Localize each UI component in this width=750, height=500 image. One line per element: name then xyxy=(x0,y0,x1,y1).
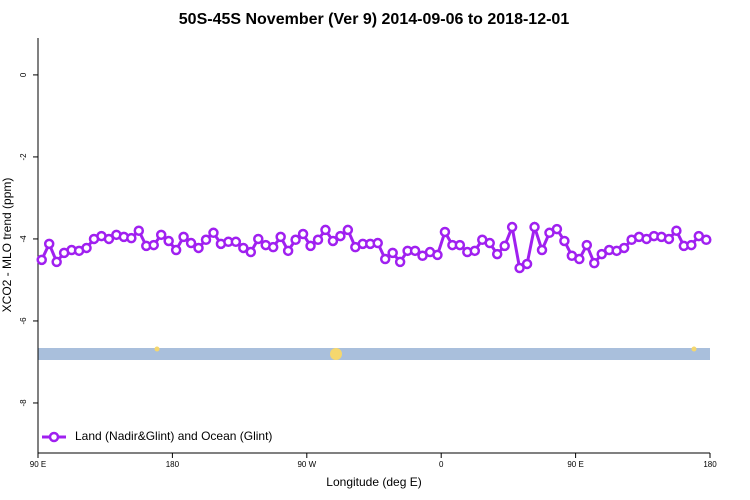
data-point xyxy=(372,237,383,249)
data-point xyxy=(275,231,286,243)
data-point xyxy=(701,234,712,246)
legend-marker xyxy=(48,431,60,443)
data-point xyxy=(36,254,47,266)
data-point xyxy=(163,235,174,247)
data-point xyxy=(282,245,294,257)
glint-dot xyxy=(330,348,342,360)
data-point xyxy=(178,231,189,243)
data-point xyxy=(320,224,331,236)
data-point xyxy=(529,221,540,233)
data-point xyxy=(574,253,585,265)
data-point xyxy=(663,233,675,245)
data-point xyxy=(155,229,167,241)
data-point xyxy=(671,225,682,236)
data-point xyxy=(193,242,204,254)
x-tick-label: 180 xyxy=(703,460,717,469)
data-point xyxy=(185,237,197,249)
data-point xyxy=(103,233,115,245)
data-point xyxy=(686,239,697,251)
x-tick-label: 0 xyxy=(439,460,444,469)
data-point xyxy=(342,224,354,236)
chart-title: 50S-45S November (Ver 9) 2014-09-06 to 2… xyxy=(179,11,570,28)
plot-area xyxy=(36,221,712,274)
y-tick-label: -8 xyxy=(19,399,28,407)
glint-dot xyxy=(691,346,697,352)
data-point xyxy=(208,227,219,239)
data-point xyxy=(581,239,593,251)
y-tick-label: -2 xyxy=(19,153,28,161)
data-point xyxy=(514,262,525,274)
data-point xyxy=(536,244,548,256)
data-point xyxy=(551,223,563,235)
data-point xyxy=(133,225,145,236)
legend-label: Land (Nadir&Glint) and Ocean (Glint) xyxy=(75,429,272,443)
data-point xyxy=(521,258,533,270)
data-point xyxy=(245,246,257,258)
y-axis-label: XCO2 - MLO trend (ppm) xyxy=(0,178,14,313)
ocean-band xyxy=(38,348,710,360)
data-point xyxy=(305,240,316,252)
data-point xyxy=(51,256,62,268)
y-tick-label: -4 xyxy=(19,235,28,243)
data-point xyxy=(387,247,398,259)
data-point xyxy=(297,228,309,240)
data-point xyxy=(469,245,481,257)
data-point xyxy=(267,241,279,253)
data-point xyxy=(148,239,159,251)
data-point xyxy=(253,233,264,245)
data-point xyxy=(394,256,406,268)
y-tick-label: -6 xyxy=(19,317,28,325)
data-point xyxy=(290,234,301,246)
data-point xyxy=(43,238,55,250)
x-tick-label: 180 xyxy=(166,460,180,469)
data-point xyxy=(327,235,339,247)
glint-dot xyxy=(154,346,160,352)
data-point xyxy=(596,248,607,260)
data-point xyxy=(484,237,495,249)
data-point xyxy=(618,242,630,254)
x-tick-label: 90 W xyxy=(297,460,316,469)
data-point xyxy=(200,234,212,246)
data-point xyxy=(559,235,570,247)
data-point xyxy=(506,221,518,233)
data-point xyxy=(454,239,466,251)
data-point xyxy=(439,226,451,238)
data-point xyxy=(238,242,249,254)
data-point xyxy=(499,240,510,252)
data-point xyxy=(170,244,182,256)
data-point xyxy=(589,257,600,269)
y-tick-label: 0 xyxy=(19,72,28,77)
x-tick-label: 90 E xyxy=(30,460,46,469)
data-point xyxy=(312,234,324,246)
data-point xyxy=(230,236,242,248)
data-point xyxy=(379,253,391,265)
x-tick-label: 90 E xyxy=(567,460,583,469)
legend: Land (Nadir&Glint) and Ocean (Glint) xyxy=(42,429,272,443)
data-point xyxy=(335,230,346,242)
data-point xyxy=(81,242,92,254)
data-point xyxy=(491,248,503,260)
data-point xyxy=(409,245,421,257)
data-point xyxy=(432,249,443,261)
x-axis-label: Longitude (deg E) xyxy=(326,475,421,489)
data-point xyxy=(126,232,137,244)
